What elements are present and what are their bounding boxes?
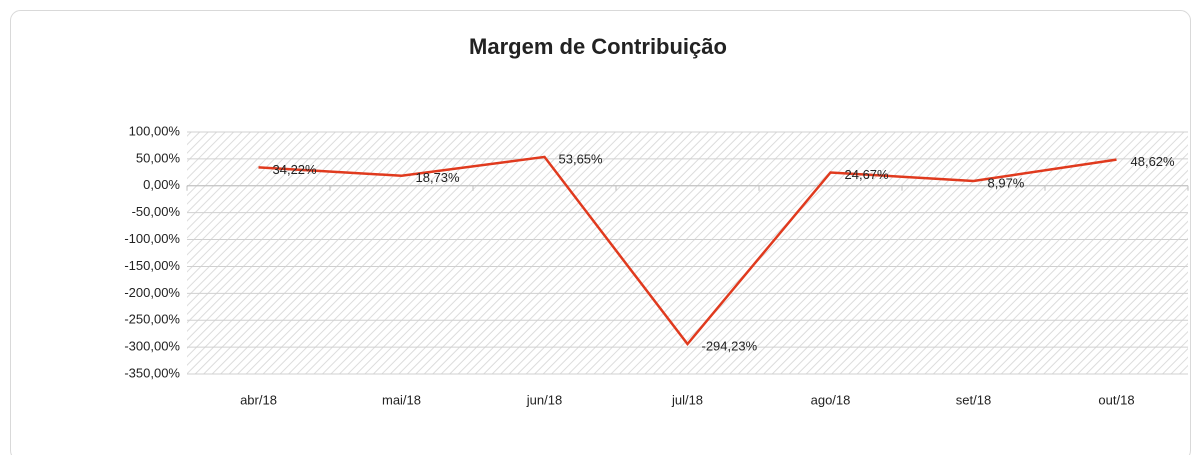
y-tick-label: -300,00% [124, 339, 180, 354]
data-label: 24,67% [845, 167, 890, 182]
data-label: 18,73% [416, 170, 461, 185]
y-tick-label: -100,00% [124, 231, 180, 246]
y-tick-label: 100,00% [129, 123, 181, 138]
chart-title: Margem de Contribuição [469, 34, 727, 59]
y-tick-label: -250,00% [124, 312, 180, 327]
x-tick-label: ago/18 [811, 392, 851, 407]
data-label: 8,97% [988, 175, 1025, 190]
data-label: 53,65% [559, 151, 604, 166]
y-tick-label: -200,00% [124, 285, 180, 300]
y-tick-label: -350,00% [124, 365, 180, 380]
y-tick-label: 50,00% [136, 150, 181, 165]
y-tick-label: -50,00% [132, 204, 181, 219]
x-tick-label: abr/18 [240, 392, 277, 407]
data-label: 34,22% [273, 162, 318, 177]
x-tick-label: out/18 [1098, 392, 1134, 407]
line [258, 155, 1117, 347]
data-label: -294,23% [702, 338, 758, 353]
plot-area [187, 132, 1188, 374]
x-tick-label: jul/18 [671, 392, 703, 407]
x-tick-label: set/18 [956, 392, 991, 407]
y-tick-label: -150,00% [124, 258, 180, 273]
data-label: 48,62% [1131, 154, 1176, 169]
x-tick-label: mai/18 [382, 392, 421, 407]
x-tick-label: jun/18 [526, 392, 562, 407]
y-tick-label: 0,00% [143, 177, 180, 192]
